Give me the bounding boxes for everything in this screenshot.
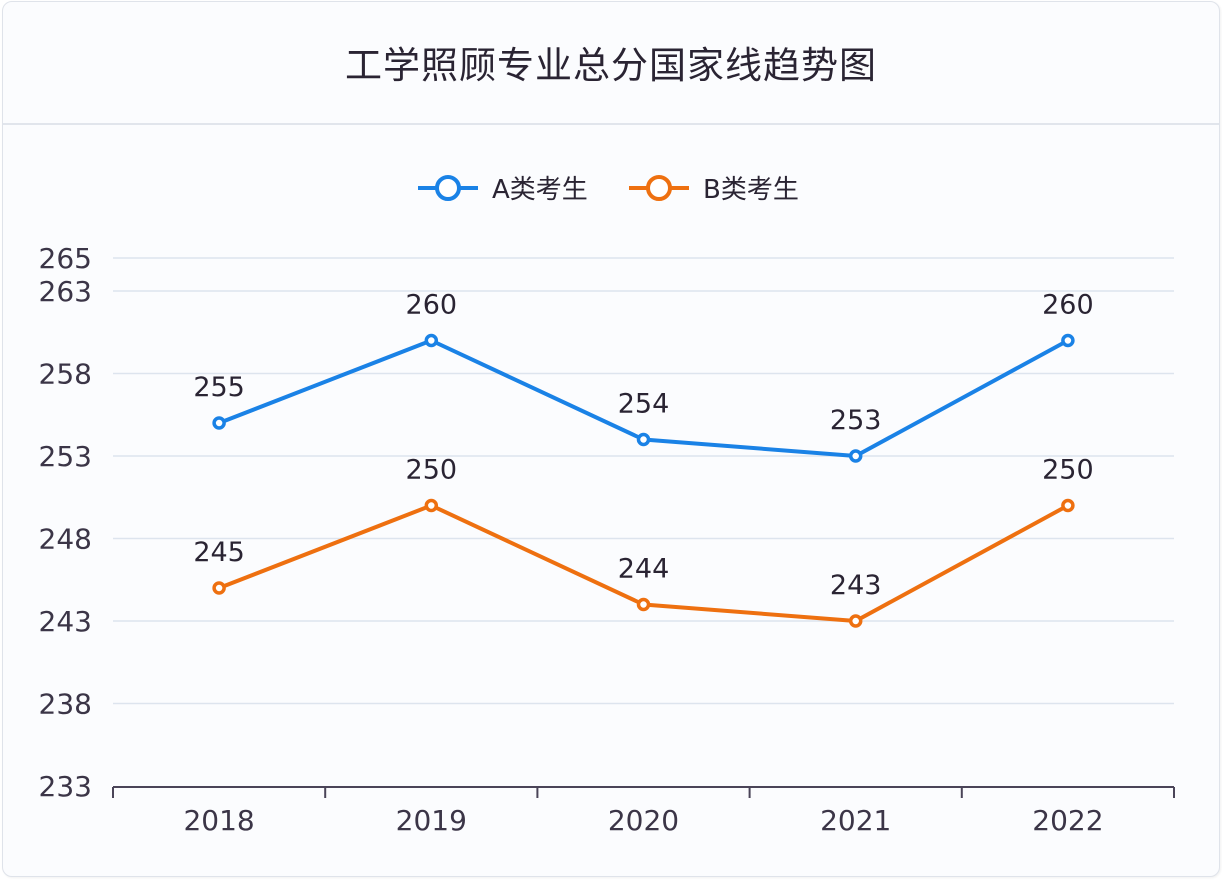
- y-tick-label: 248: [39, 523, 92, 556]
- series-group: 255 260 254 253 260 245 250 244 243 250: [193, 290, 1094, 628]
- x-tick-label: 2018: [183, 804, 254, 837]
- data-label: 243: [830, 570, 882, 601]
- legend-marker-icon: [435, 175, 461, 201]
- data-label: 260: [406, 290, 458, 321]
- y-tick-label: 263: [39, 275, 92, 308]
- data-label: 244: [618, 554, 670, 585]
- legend-label: B类考生: [703, 175, 799, 205]
- data-label: 255: [193, 372, 245, 403]
- data-point: [1061, 333, 1075, 348]
- data-point: [424, 498, 439, 513]
- data-point: [848, 614, 863, 628]
- data-label: 253: [830, 405, 882, 436]
- legend: A类考生 B类考生: [418, 175, 799, 205]
- data-point: [848, 449, 863, 463]
- data-point: [212, 416, 226, 430]
- data-label: 260: [1042, 290, 1094, 321]
- x-tick-label: 2019: [396, 804, 467, 837]
- x-tick-label: 2021: [820, 804, 891, 837]
- y-tick-label: 258: [39, 358, 92, 391]
- y-tick-label: 233: [39, 770, 92, 803]
- data-point: [424, 333, 439, 348]
- y-tick-label: 253: [39, 440, 92, 473]
- y-tick-label: 265: [39, 242, 92, 275]
- data-label: 254: [618, 389, 670, 420]
- series-a: 255 260 254 253 260: [193, 290, 1094, 463]
- y-tick-label: 238: [39, 688, 92, 721]
- data-point: [1061, 498, 1075, 513]
- data-point: [212, 581, 226, 595]
- gridlines: [113, 257, 1174, 705]
- x-tick-label: 2020: [608, 804, 679, 837]
- chart-header: 工学照顾专业总分国家线趋势图: [3, 2, 1219, 125]
- legend-marker-icon: [646, 175, 672, 201]
- data-label: 250: [1042, 455, 1094, 486]
- data-label: 250: [406, 455, 458, 486]
- x-tick-label: 2022: [1032, 804, 1103, 837]
- series-b: 245 250 244 243 250: [193, 455, 1094, 628]
- legend-item-a: A类考生: [418, 175, 588, 205]
- data-label: 245: [193, 537, 245, 568]
- legend-item-b: B类考生: [629, 175, 799, 205]
- chart-title: 工学照顾专业总分国家线趋势图: [345, 43, 877, 87]
- x-axis: 2018 2019 2020 2021 2022: [112, 786, 1175, 837]
- legend-label: A类考生: [492, 175, 588, 205]
- data-point: [636, 597, 651, 612]
- y-tick-label: 243: [39, 605, 92, 638]
- data-point: [636, 432, 651, 447]
